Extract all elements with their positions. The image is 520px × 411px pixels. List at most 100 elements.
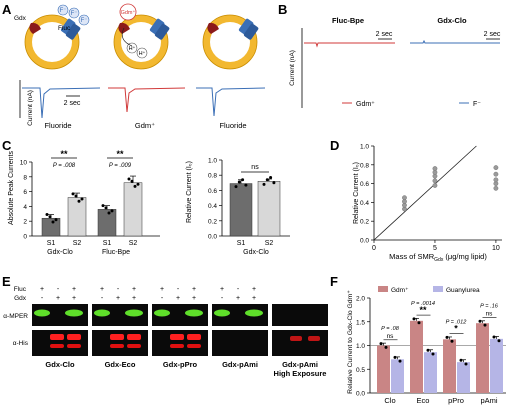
sign-marker: - [117, 286, 120, 293]
y-tick-label: 0.6 [208, 188, 217, 195]
bar [229, 183, 253, 237]
panel-b-title-right: Gdx-Clo [437, 16, 467, 25]
p-value-label: P = .08 [381, 326, 400, 332]
data-point [244, 183, 248, 187]
bar [443, 339, 456, 393]
data-point [431, 352, 435, 356]
data-point [74, 194, 78, 198]
p-value-label: P = .009 [109, 163, 132, 169]
sign-marker: + [132, 286, 136, 293]
data-point [77, 199, 81, 203]
scale-label-right: 2 sec [484, 31, 501, 38]
sign-marker: + [192, 295, 196, 302]
y-tick-label: 0.0 [360, 238, 369, 245]
fluoride-trace-1 [22, 87, 101, 119]
data-point [379, 342, 383, 346]
red-band [170, 344, 184, 348]
data-point [493, 171, 499, 177]
gdx-transporter-icon [207, 22, 219, 34]
panel-a: A F⁻ F⁻ F⁻ Gdx Fluc Gdm⁺ H [2, 2, 266, 130]
y-tick-label: 1.0 [356, 343, 365, 350]
panel-letter-a: A [2, 2, 12, 17]
data-point [398, 359, 402, 363]
sign-marker: + [192, 286, 196, 293]
bar [476, 323, 489, 393]
x-tick-label: S2 [129, 240, 138, 247]
y-tick-label: 0.4 [360, 200, 369, 207]
legend-label-gdm: Gdm⁺ [391, 287, 409, 294]
sig-marker: ** [116, 149, 124, 159]
legend-label-guanylurea: Guanylurea [446, 287, 480, 294]
data-point [493, 165, 499, 171]
fluoride-ion-label: F⁻ [60, 8, 67, 14]
sig-marker: ** [60, 149, 68, 159]
data-point [80, 197, 84, 201]
green-band [154, 309, 170, 317]
sign-marker: - [161, 295, 164, 302]
trace-label-fluoride-1: Fluoride [44, 121, 71, 130]
lane-label: Gdx-Clo [45, 360, 75, 369]
panel-a-ylabel: Current (nA) [27, 90, 34, 126]
bar [123, 182, 143, 237]
sign-marker: + [160, 286, 164, 293]
bar [257, 181, 281, 237]
fluc-label: Fluc [58, 25, 71, 32]
row-label-fluc: Fluc [14, 286, 27, 293]
y-tick-label: 0.6 [360, 181, 369, 188]
red-band [110, 344, 124, 348]
vesicle-fluoride-1: F⁻ F⁻ F⁻ Gdx Fluc [14, 4, 90, 70]
p-value-label: P = .0014 [411, 301, 435, 307]
panel-letter-d: D [330, 138, 339, 153]
legend-swatch-gdm [378, 286, 388, 292]
gdm-ion-label: Gdm⁺ [121, 9, 136, 16]
legend-gdm-label: Gdm⁺ [356, 101, 375, 108]
red-band [308, 336, 320, 341]
y-tick-label: 10 [20, 160, 28, 167]
data-point [478, 319, 482, 323]
fluc-bpe-trace [304, 42, 395, 48]
green-band [94, 309, 110, 317]
panel-c: C Absolute Peak Currents 0 2 4 6 8 10 S1 S2 S1 S2… [2, 138, 290, 256]
panel-letter-c: C [2, 138, 12, 153]
blot-his-background [212, 330, 268, 356]
data-point [384, 345, 388, 349]
gdx-transporter-icon [118, 22, 130, 34]
data-point [110, 209, 114, 213]
data-point [101, 204, 105, 208]
gdx-label: Gdx [14, 15, 27, 22]
fluoride-trace-2 [196, 87, 266, 117]
data-point [464, 362, 468, 366]
lane-label: Gdx-pPro [163, 360, 198, 369]
trace-label-fluoride-2: Fluoride [219, 121, 246, 130]
sig-marker: ** [419, 305, 427, 315]
green-band [214, 309, 230, 317]
sign-marker: + [116, 295, 120, 302]
p-value-label: P = .008 [53, 163, 76, 169]
y-tick-label: 2.0 [356, 296, 365, 303]
y-tick-label: 0.5 [356, 367, 365, 374]
data-point [402, 195, 407, 201]
lane-label: Gdx-Eco [105, 360, 136, 369]
blot-mper-background [272, 304, 328, 326]
sign-marker: + [56, 295, 60, 302]
bar [41, 217, 61, 237]
x-tick-label: S1 [237, 240, 246, 247]
x-tick-label: S1 [103, 240, 112, 247]
panel-f: F Relative Current to Gdx-Clo Gdm⁺ 0.0 0.… [330, 274, 506, 405]
data-point [104, 206, 108, 210]
data-point [241, 178, 245, 182]
vesicle-fluoride-2 [202, 14, 259, 70]
x-tick-label: S1 [47, 240, 56, 247]
sig-marker: * [454, 324, 458, 334]
data-point [234, 185, 238, 189]
y-tick-label: 0 [23, 234, 27, 241]
data-point [51, 220, 55, 224]
y-tick-label: 0.4 [208, 203, 217, 210]
data-point [71, 192, 75, 196]
panel-b-ylabel: Current (nA) [289, 50, 296, 86]
panel-b: B Current (nA) Fluc-Bpe Gdx-Clo 2 sec 2 … [278, 2, 501, 108]
blot-his-background [272, 330, 328, 356]
x-tick-label: 0 [372, 245, 376, 252]
panel-b-title-left: Fluc-Bpe [332, 16, 364, 25]
